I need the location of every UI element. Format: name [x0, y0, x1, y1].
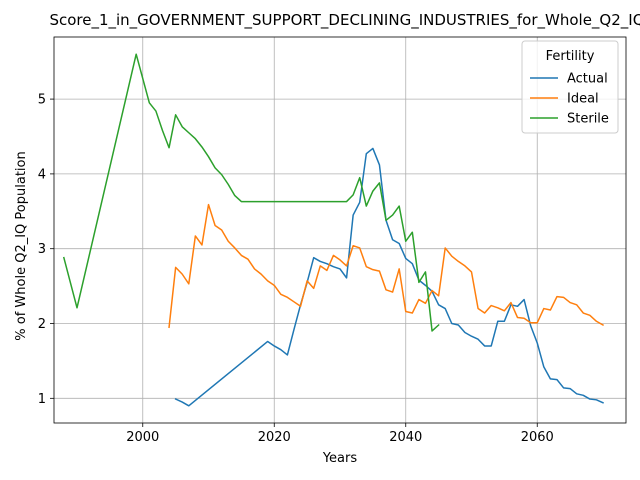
legend-label-actual: Actual: [567, 72, 608, 87]
y-tick-label: 2: [38, 317, 46, 332]
tick-layer: 2000 2020 2040 2060 1 2 3 4 5: [38, 93, 554, 445]
x-tick-label: 2040: [389, 430, 422, 445]
series-line-ideal: [168, 203, 605, 329]
x-tick-label: 2020: [258, 430, 291, 445]
series-line-sterile: [62, 53, 440, 332]
x-tick-label: 2060: [521, 430, 554, 445]
legend-title: Fertility: [546, 49, 595, 64]
legend: Fertility Actual Ideal Sterile: [521, 40, 619, 134]
plot-frame: [53, 36, 627, 424]
y-tick-label: 1: [38, 392, 46, 407]
y-tick-label: 4: [38, 167, 46, 182]
series-layer: [62, 53, 605, 407]
legend-label-ideal: Ideal: [567, 92, 599, 107]
legend-label-sterile: Sterile: [567, 112, 609, 127]
legend-entries: Actual Ideal Sterile: [530, 72, 609, 127]
y-tick-label: 3: [38, 242, 46, 257]
x-axis-label: Years: [322, 451, 358, 466]
x-tick-label: 2000: [126, 430, 159, 445]
y-axis-label: % of Whole Q2_IQ Population: [14, 151, 29, 340]
y-tick-label: 5: [38, 93, 46, 108]
chart-title: Score_1_in_GOVERNMENT_SUPPORT_DECLINING_…: [49, 11, 640, 30]
legend-box: [521, 40, 619, 134]
